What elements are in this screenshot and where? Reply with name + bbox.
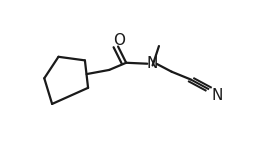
Text: O: O: [113, 33, 125, 48]
Text: N: N: [147, 56, 158, 71]
Text: N: N: [212, 88, 223, 103]
